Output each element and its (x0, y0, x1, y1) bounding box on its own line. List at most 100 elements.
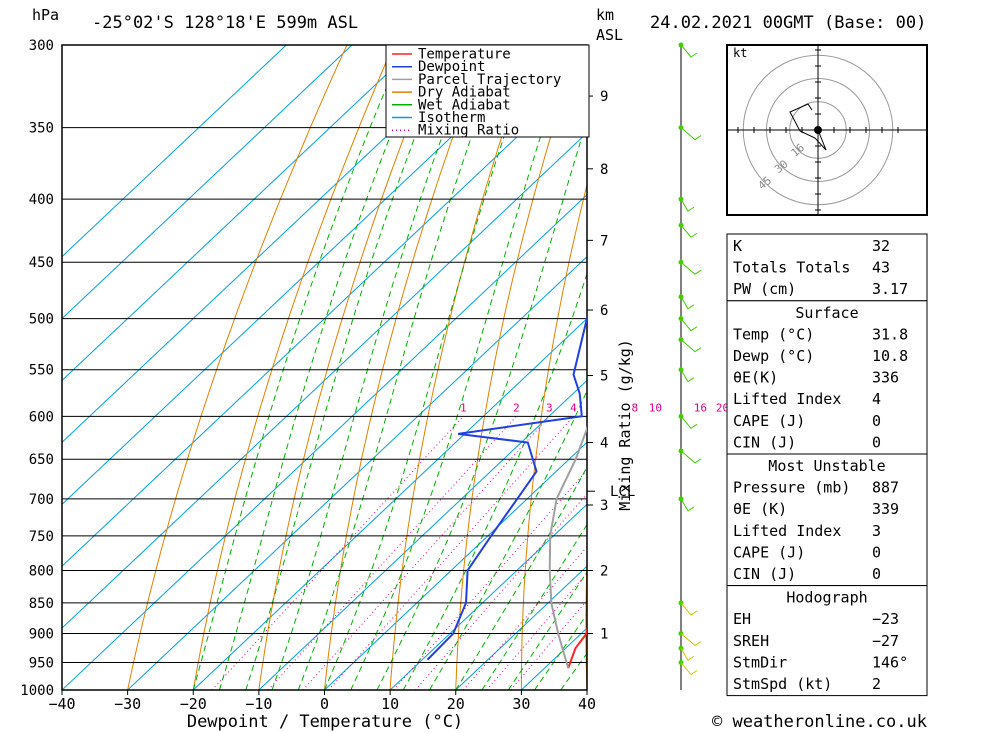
pressure-tick-label: 750 (29, 529, 54, 545)
wind-barb (680, 498, 695, 512)
location-title: -25°02'S 128°18'E 599m ASL (92, 13, 358, 33)
pressure-tick-label: 350 (29, 121, 54, 137)
wind-profile (678, 42, 702, 690)
wet-adiabat-line (219, 45, 428, 690)
mixing-ratio-line (462, 546, 587, 690)
wind-barb (680, 662, 698, 676)
dry-adiabat-line (648, 45, 719, 690)
index-label: CAPE (J) (733, 412, 805, 430)
index-value: −27 (872, 632, 899, 650)
mixing-ratio-line (510, 599, 587, 690)
index-label: Pressure (mb) (733, 479, 850, 497)
wet-adiabat-line (297, 45, 506, 690)
index-label: StmSpd (kt) (733, 675, 832, 693)
mixing-ratio-label: 20 (716, 401, 729, 414)
isotherm-line (62, 194, 587, 690)
x-tick-label: 10 (381, 695, 399, 713)
wet-adiabat-line (402, 272, 587, 690)
isotherm-line (389, 503, 587, 690)
index-value: 146° (872, 653, 908, 671)
wind-barb (680, 450, 702, 464)
dry-adiabat-line (520, 182, 587, 690)
index-label: CIN (J) (733, 565, 796, 583)
mixing-ratio-axis-label: Mixing Ratio (g/kg) (616, 339, 634, 511)
index-label: Lifted Index (733, 390, 841, 408)
most-unstable-title: Most Unstable (768, 457, 885, 475)
legend-label: Dewpoint (418, 59, 485, 75)
index-value: 32 (872, 237, 890, 255)
index-label: PW (cm) (733, 280, 796, 298)
index-label: Dewp (°C) (733, 347, 814, 365)
wet-adiabat-line (455, 466, 587, 690)
dry-adiabat-line (455, 45, 580, 690)
index-value: 0 (872, 433, 881, 451)
x-tick-label: −30 (114, 695, 141, 713)
km-tick-label: 6 (600, 303, 608, 319)
index-label: SREH (733, 632, 769, 650)
hodograph-stats-box (726, 585, 928, 697)
pressure-tick-label: 1000 (20, 683, 54, 699)
mixing-ratio-label: 16 (694, 401, 707, 414)
index-label: Temp (°C) (733, 325, 814, 343)
index-label: CAPE (J) (733, 543, 805, 561)
pressure-tick-label: 300 (29, 38, 54, 54)
pressure-tick-label: 650 (29, 452, 54, 468)
most-unstable-box (726, 453, 928, 587)
wet-adiabat-line (324, 45, 537, 690)
pressure-tick-label: 550 (29, 363, 54, 379)
index-label: θE(K) (733, 369, 778, 387)
dry-adiabat-line (934, 45, 981, 690)
axes (61, 44, 595, 695)
hodograph-trace (789, 103, 827, 151)
km-tick-label: 5 (600, 369, 608, 385)
pressure-tick-label: 450 (29, 255, 54, 271)
x-tick-label: 20 (447, 695, 465, 713)
index-value: 3.17 (872, 280, 908, 298)
km-tick-label: 1 (600, 627, 608, 643)
isotherm-line (455, 565, 587, 690)
wind-barb (680, 416, 698, 430)
legend-label: Temperature (418, 47, 511, 63)
dry-adiabat-line (127, 45, 348, 690)
wind-barb (680, 633, 702, 647)
mixing-ratio-label: 2 (513, 401, 520, 414)
dewpoint-line (426, 45, 587, 661)
legend-label: Parcel Trajectory (418, 72, 561, 88)
hodograph-stats-title: Hodograph (786, 589, 867, 607)
km-tick-label: 7 (600, 233, 608, 249)
wind-barb (680, 339, 702, 353)
wind-barb (680, 369, 695, 383)
index-value: 3 (872, 522, 881, 540)
pressure-tick-label: 400 (29, 192, 54, 208)
surface-box (726, 300, 928, 455)
mixing-ratio-line (486, 572, 587, 690)
wind-barb (680, 127, 702, 141)
pressure-tick-label: 500 (29, 312, 54, 328)
pressure-tick-label: 800 (29, 563, 54, 579)
wet-adiabat-line (192, 45, 405, 690)
isotherm-line (62, 45, 353, 320)
isotherm-line (62, 45, 550, 505)
pressure-tick-label: 600 (29, 409, 54, 425)
x-tick-label: −40 (48, 695, 75, 713)
wet-adiabat-line (350, 45, 572, 690)
index-label: θE (K) (733, 500, 787, 518)
dry-adiabat-line (585, 552, 587, 690)
hodograph-unit-label: kt (733, 46, 747, 60)
lcl-label: LCL (610, 484, 635, 500)
mixing-ratio-label: 1 (460, 401, 467, 414)
index-value: 339 (872, 500, 899, 518)
mixing-ratio-label: 4 (570, 401, 577, 414)
legend-label: Isotherm (418, 110, 485, 126)
km-unit-label: km (596, 6, 614, 24)
index-value: 0 (872, 412, 881, 430)
wind-barb (680, 602, 698, 616)
isotherm-line (62, 45, 287, 258)
wet-adiabat-line (245, 45, 452, 690)
x-axis-label: Dewpoint / Temperature (°C) (187, 712, 463, 732)
pressure-tick-label: 850 (29, 596, 54, 612)
km-tick-label: 2 (600, 563, 608, 579)
isotherm-line (127, 255, 587, 690)
